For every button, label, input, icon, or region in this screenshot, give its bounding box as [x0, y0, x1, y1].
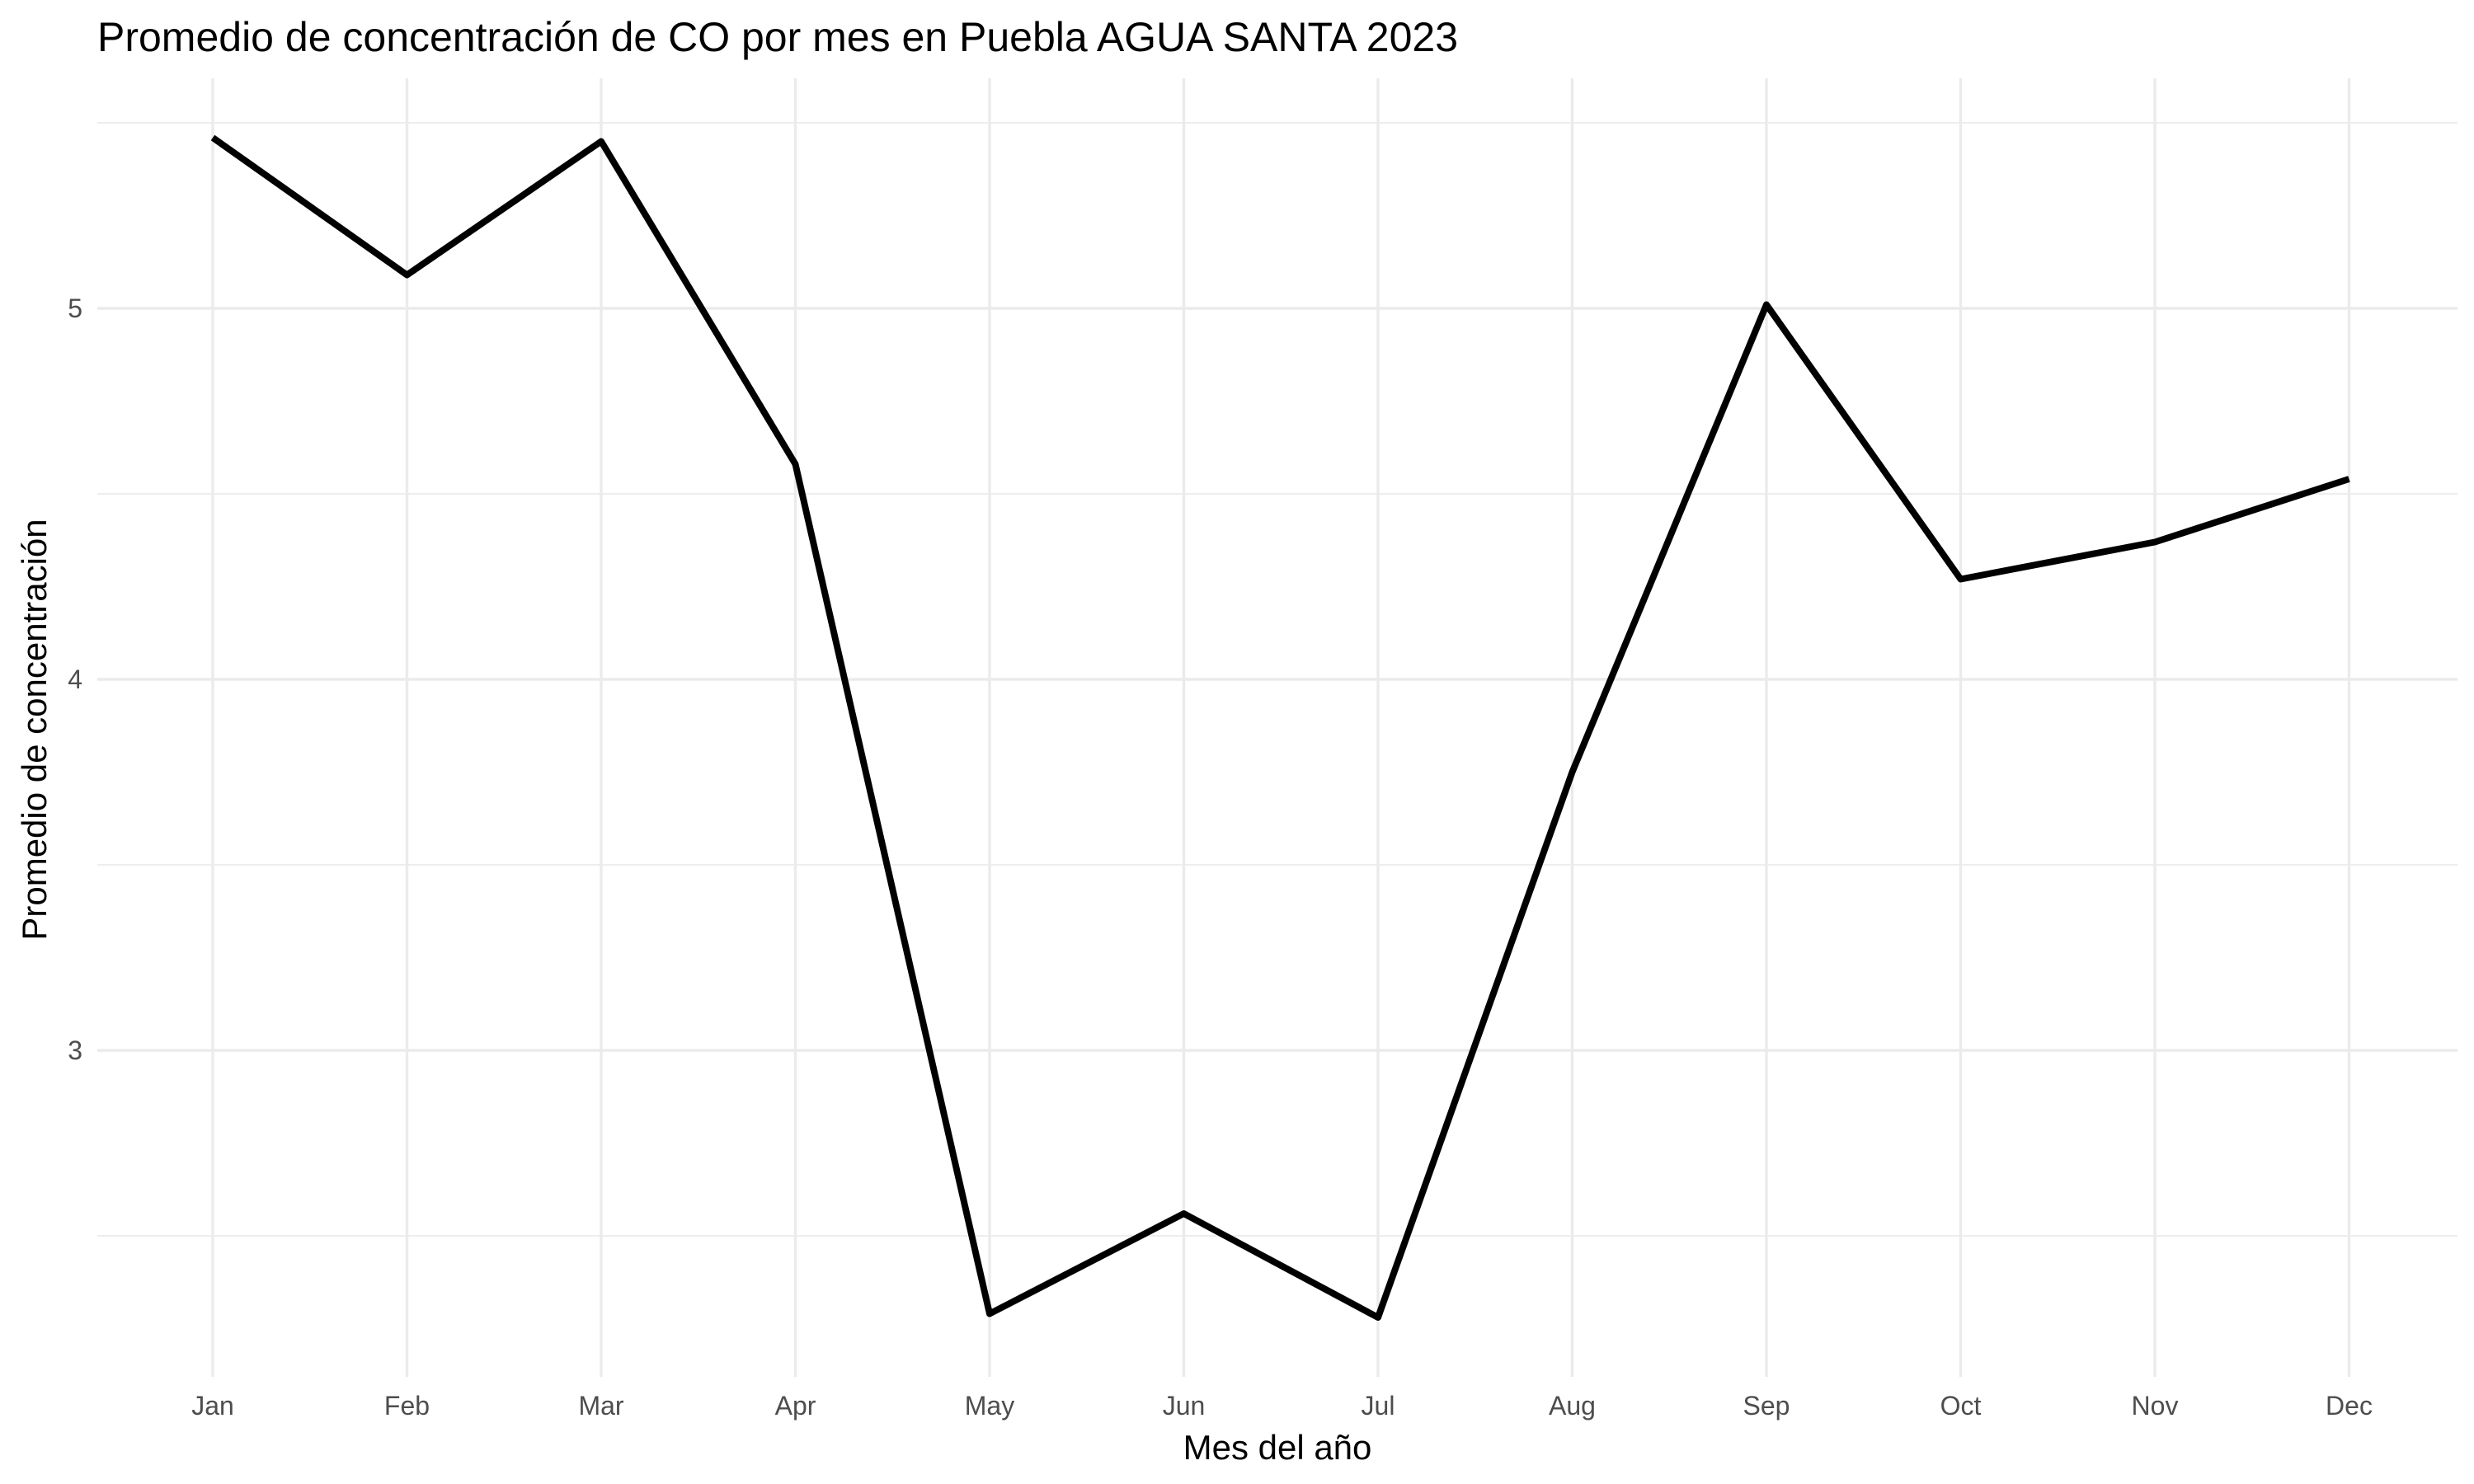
x-tick-label: Sep — [1743, 1391, 1790, 1421]
x-tick-label: Apr — [775, 1391, 816, 1421]
x-tick-label: Jul — [1362, 1391, 1395, 1421]
y-tick-label: 5 — [68, 294, 82, 323]
series-layer — [210, 134, 2350, 1321]
x-tick-label: Jun — [1163, 1391, 1206, 1421]
x-tick-label: Feb — [384, 1391, 430, 1421]
y-axis-ticks: 3 4 5 — [68, 294, 82, 1065]
x-tick-label: Jan — [191, 1391, 234, 1421]
x-tick-label: May — [965, 1391, 1014, 1421]
y-tick-label: 4 — [68, 665, 82, 694]
grid — [97, 78, 2458, 1377]
series-line — [210, 134, 2350, 1321]
x-tick-label: Mar — [578, 1391, 623, 1421]
chart-title: Promedio de concentración de CO por mes … — [97, 14, 1458, 60]
x-tick-label: Aug — [1549, 1391, 1596, 1421]
y-axis-title: Promedio de concentración — [15, 519, 54, 940]
y-tick-label: 3 — [68, 1036, 82, 1065]
x-tick-label: Oct — [1940, 1391, 1982, 1421]
x-axis-title: Mes del año — [1183, 1428, 1372, 1467]
x-tick-label: Nov — [2132, 1391, 2179, 1421]
x-axis-ticks: Jan Feb Mar Apr May Jun Jul Aug Sep Oct Nov Dec — [191, 1391, 2373, 1421]
x-tick-label: Dec — [2326, 1391, 2373, 1421]
